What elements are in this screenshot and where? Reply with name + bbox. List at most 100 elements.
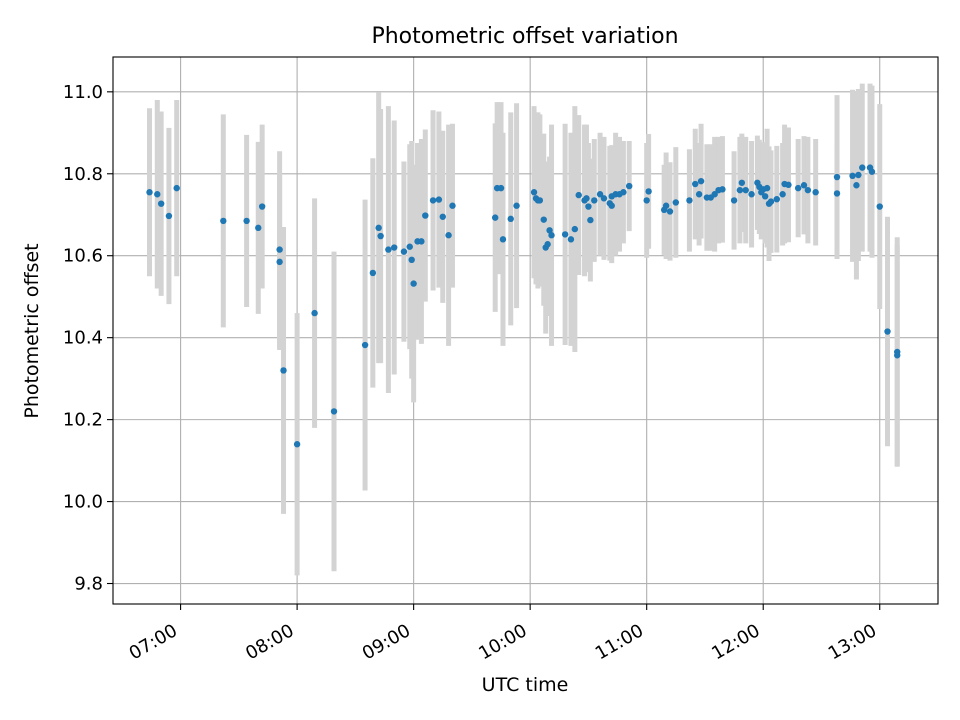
x-tick-label: 12:00 bbox=[708, 620, 763, 664]
data-point bbox=[779, 191, 786, 198]
data-point bbox=[853, 182, 860, 189]
data-point bbox=[385, 246, 392, 253]
data-point bbox=[375, 224, 382, 232]
data-point bbox=[719, 186, 726, 193]
data-point bbox=[406, 243, 413, 250]
data-point bbox=[730, 197, 738, 204]
data-point bbox=[859, 164, 866, 171]
data-point bbox=[513, 202, 520, 209]
data-point bbox=[400, 248, 408, 255]
data-point bbox=[686, 197, 693, 204]
x-tick-label: 08:00 bbox=[242, 620, 297, 664]
data-point bbox=[449, 202, 456, 209]
data-point bbox=[662, 202, 670, 209]
data-point bbox=[293, 441, 301, 448]
data-point bbox=[785, 181, 792, 189]
data-point bbox=[497, 184, 505, 192]
x-tick-label: 09:00 bbox=[359, 620, 414, 664]
data-point bbox=[804, 186, 812, 194]
data-point bbox=[445, 232, 452, 239]
data-point bbox=[540, 216, 547, 223]
y-tick-label: 11.0 bbox=[63, 82, 103, 103]
data-point bbox=[243, 217, 250, 225]
data-point bbox=[794, 184, 802, 192]
data-point bbox=[894, 352, 901, 359]
data-point bbox=[608, 202, 615, 209]
data-point bbox=[695, 191, 703, 198]
data-point bbox=[499, 236, 507, 243]
data-point bbox=[410, 280, 417, 287]
data-point bbox=[507, 215, 514, 223]
data-point bbox=[697, 177, 705, 185]
data-point bbox=[692, 180, 699, 188]
data-point bbox=[876, 203, 883, 210]
x-tick-label: 11:00 bbox=[592, 620, 647, 664]
data-point bbox=[849, 172, 856, 180]
data-point bbox=[855, 171, 862, 179]
data-point bbox=[833, 173, 841, 181]
data-point bbox=[620, 189, 627, 196]
data-point bbox=[575, 191, 582, 199]
data-point bbox=[330, 408, 338, 415]
data-point bbox=[220, 217, 227, 225]
data-point bbox=[571, 225, 579, 233]
data-point bbox=[276, 246, 283, 253]
y-axis-ticks: 9.8 10.0 10.2 10.4 10.6 10.8 11.0 bbox=[63, 82, 113, 595]
data-points bbox=[146, 164, 901, 448]
data-point bbox=[492, 214, 499, 221]
data-point bbox=[391, 244, 398, 251]
y-tick-label: 10.2 bbox=[63, 410, 103, 431]
data-point bbox=[157, 200, 165, 207]
y-tick-label: 10.4 bbox=[63, 328, 103, 349]
data-point bbox=[536, 197, 544, 204]
data-point bbox=[435, 196, 443, 203]
data-point bbox=[530, 189, 538, 196]
y-tick-label: 10.6 bbox=[63, 246, 103, 267]
data-point bbox=[377, 232, 384, 240]
data-point bbox=[165, 212, 173, 220]
data-point bbox=[812, 189, 819, 196]
data-point bbox=[748, 191, 755, 198]
data-point bbox=[767, 198, 775, 205]
y-axis-label: Photometric offset bbox=[21, 243, 43, 418]
data-point bbox=[672, 199, 680, 206]
data-point bbox=[736, 186, 744, 194]
data-point bbox=[666, 208, 674, 215]
data-point bbox=[773, 195, 781, 203]
data-point bbox=[711, 191, 718, 198]
data-point bbox=[258, 203, 266, 210]
x-axis-ticks: 07:00 08:00 09:00 10:00 11:00 12:00 13:00 bbox=[126, 604, 881, 664]
data-point bbox=[596, 191, 604, 198]
x-axis-label: UTC time bbox=[482, 674, 569, 696]
data-point bbox=[311, 309, 318, 317]
y-tick-label: 10.8 bbox=[63, 164, 103, 185]
data-point bbox=[626, 182, 633, 190]
data-point bbox=[429, 197, 437, 204]
data-point bbox=[738, 179, 746, 186]
data-point bbox=[868, 168, 876, 175]
data-point bbox=[585, 203, 592, 210]
data-point bbox=[763, 184, 771, 192]
data-point bbox=[422, 212, 429, 219]
chart-title: Photometric offset variation bbox=[371, 24, 678, 49]
data-point bbox=[884, 328, 891, 335]
data-point bbox=[567, 236, 575, 243]
data-point bbox=[761, 193, 769, 200]
x-tick-label: 13:00 bbox=[825, 620, 880, 664]
data-point bbox=[146, 189, 153, 196]
data-point bbox=[546, 227, 553, 234]
data-point bbox=[591, 197, 598, 204]
data-point bbox=[544, 241, 551, 248]
data-point bbox=[280, 367, 287, 374]
data-point bbox=[548, 232, 555, 239]
data-point bbox=[418, 238, 425, 245]
plot-frame bbox=[112, 56, 939, 605]
data-point bbox=[276, 258, 283, 266]
data-point bbox=[154, 191, 161, 198]
y-tick-label: 10.0 bbox=[63, 492, 103, 513]
data-point bbox=[361, 341, 369, 349]
data-point bbox=[643, 197, 650, 204]
data-point bbox=[600, 195, 608, 202]
x-tick-label: 07:00 bbox=[126, 620, 181, 664]
data-point bbox=[742, 186, 749, 194]
